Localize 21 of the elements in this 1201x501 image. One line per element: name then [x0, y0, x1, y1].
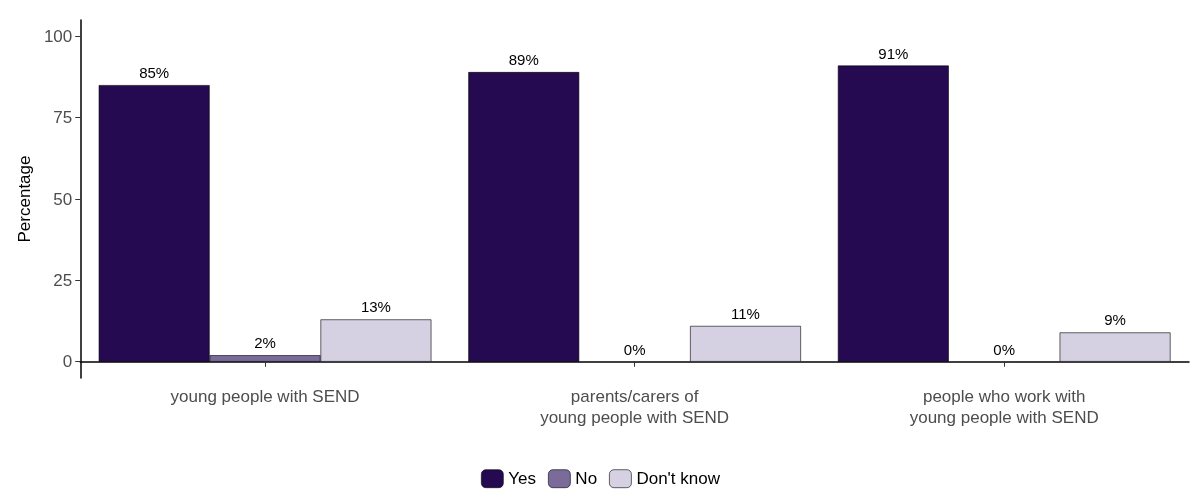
data-label: 13% — [360, 298, 391, 316]
data-label: 85% — [139, 64, 170, 82]
y-tick-label: 75 — [53, 108, 73, 128]
legend-label: Don't know — [636, 469, 721, 489]
legend-label: Yes — [508, 469, 537, 489]
y-tick-label: 0 — [62, 352, 73, 372]
y-tick-label: 50 — [53, 189, 73, 209]
y-tick-label: 100 — [43, 26, 73, 46]
data-label: 0% — [993, 340, 1016, 358]
y-axis-title: Percentage — [15, 155, 34, 243]
data-label: 89% — [508, 51, 539, 69]
data-label: 0% — [623, 340, 646, 358]
x-tick-label: people who work with young people with SEND — [909, 387, 1099, 427]
x-tick-label: young people with SEND — [170, 387, 360, 406]
data-label: 91% — [878, 44, 909, 62]
data-label: 11% — [731, 304, 760, 322]
legend-label: No — [575, 469, 598, 489]
data-label: 2% — [254, 334, 276, 352]
y-tick-label: 25 — [53, 270, 73, 290]
data-label: 9% — [1104, 311, 1126, 329]
x-tick-label: parents/carers of young people with SEND — [540, 387, 730, 427]
